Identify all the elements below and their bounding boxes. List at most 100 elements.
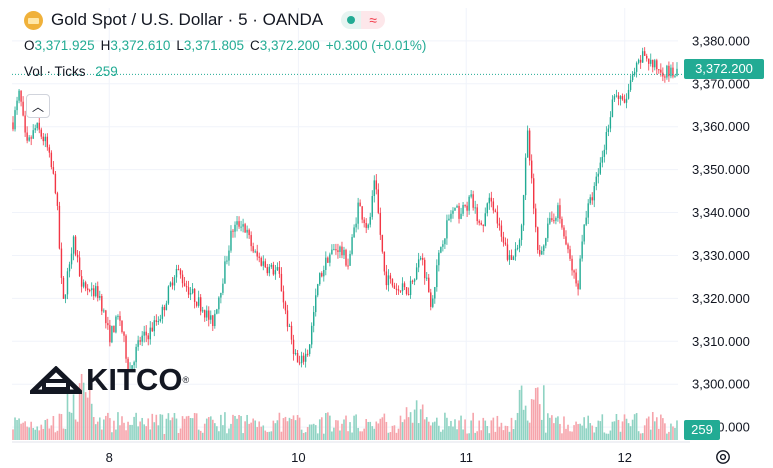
volume-bar	[30, 421, 32, 440]
candle-body	[609, 117, 612, 129]
candle-body	[399, 290, 402, 292]
volume-bar	[88, 372, 91, 440]
volume-bar	[351, 432, 353, 440]
candle-body	[522, 195, 525, 226]
candle-body	[674, 75, 676, 77]
candle-body	[42, 136, 44, 142]
volume-bar	[514, 420, 517, 440]
volume-bar	[647, 416, 650, 440]
candle-body	[587, 203, 589, 218]
candle-body	[304, 353, 307, 362]
price-axis[interactable]: 3,380.000 3,370.000 3,360.000 3,350.000 3,34…	[692, 33, 750, 434]
candle-body	[151, 327, 153, 332]
candle-body	[654, 60, 656, 68]
candle-body	[662, 72, 664, 77]
volume-bar	[276, 420, 279, 440]
candle-body	[520, 225, 523, 240]
volume-bar	[157, 425, 160, 440]
volume-bar	[337, 420, 339, 440]
candle-body	[12, 122, 14, 130]
volume-bar	[498, 426, 501, 440]
volume-bar	[199, 430, 202, 440]
candle-body	[197, 297, 200, 306]
candle-body	[103, 310, 105, 312]
volume-bar	[587, 415, 589, 440]
close-value: 3,372.200	[259, 38, 320, 53]
candle-body	[434, 287, 436, 299]
volume-bar	[413, 409, 416, 440]
volume-bar	[347, 431, 349, 440]
volume-bar	[555, 417, 557, 440]
candle-body	[70, 253, 73, 265]
volume-bar	[658, 428, 660, 440]
volume-bar	[266, 431, 269, 440]
volume-bar	[357, 427, 359, 440]
volume-bar	[98, 417, 101, 440]
volume-bar	[238, 414, 240, 440]
candle-body	[294, 353, 297, 355]
volume-bar	[411, 422, 414, 440]
volume-bar	[167, 413, 170, 440]
volume-bar	[96, 421, 99, 440]
volume-bar	[26, 426, 28, 440]
volume-bar	[508, 431, 511, 440]
volume-bar	[280, 431, 283, 440]
volume-bar	[131, 424, 133, 440]
candle-body	[204, 310, 206, 318]
volume-bar	[496, 415, 499, 440]
candle-body	[276, 267, 279, 271]
gear-icon[interactable]	[714, 448, 732, 466]
volume-bar	[474, 432, 476, 440]
volume-bar	[60, 414, 63, 440]
volume-bar	[242, 433, 244, 440]
volume-bar	[565, 428, 567, 440]
volume-bar	[429, 425, 432, 440]
volume-bar	[581, 425, 583, 440]
status-pill[interactable]: ≈	[341, 11, 386, 29]
candle-body	[585, 217, 587, 225]
candle-body	[545, 238, 547, 246]
collapse-legend-button[interactable]: ︿	[26, 94, 50, 118]
volume-bar	[193, 412, 196, 440]
candle-body	[442, 244, 444, 247]
candle-body	[248, 229, 250, 236]
volume-bar	[403, 419, 406, 440]
volume-bar	[464, 419, 466, 440]
gold-symbol-icon	[24, 10, 43, 30]
volume-bar	[367, 421, 370, 440]
volume-bar	[460, 415, 462, 440]
volume-bar	[577, 424, 579, 440]
volume-bar	[363, 428, 365, 440]
volume-bar	[252, 418, 254, 440]
candle-body	[131, 365, 133, 370]
candle-body	[369, 216, 371, 225]
volume-bar	[320, 417, 323, 440]
volume-bar	[423, 419, 426, 440]
candle-body	[500, 225, 503, 237]
candle-body	[206, 310, 208, 318]
time-axis[interactable]: 8 10 11 12	[106, 450, 632, 465]
volume-bar	[573, 425, 575, 440]
candle-body	[214, 313, 216, 327]
candle-body	[395, 288, 398, 290]
candle-body	[480, 222, 482, 225]
candle-body	[149, 327, 151, 340]
candle-body	[490, 197, 493, 202]
volume-bar	[617, 419, 620, 440]
candle-body	[44, 136, 47, 142]
candle-body	[226, 260, 228, 262]
candle-body	[403, 283, 406, 288]
candle-body	[668, 65, 670, 77]
volume-bar	[74, 419, 77, 440]
volume-bar	[605, 433, 608, 440]
candle-body	[637, 59, 640, 63]
volume-bar	[226, 433, 228, 440]
candle-body	[46, 136, 49, 148]
volume-legend[interactable]: Vol · Ticks 259	[24, 64, 118, 79]
candle-body	[450, 213, 452, 219]
volume-bar	[44, 420, 47, 440]
volume-bar	[333, 427, 335, 440]
symbol-title[interactable]: Gold Spot / U.S. Dollar · 5 · OANDA	[51, 10, 324, 29]
volume-bar	[155, 414, 158, 440]
